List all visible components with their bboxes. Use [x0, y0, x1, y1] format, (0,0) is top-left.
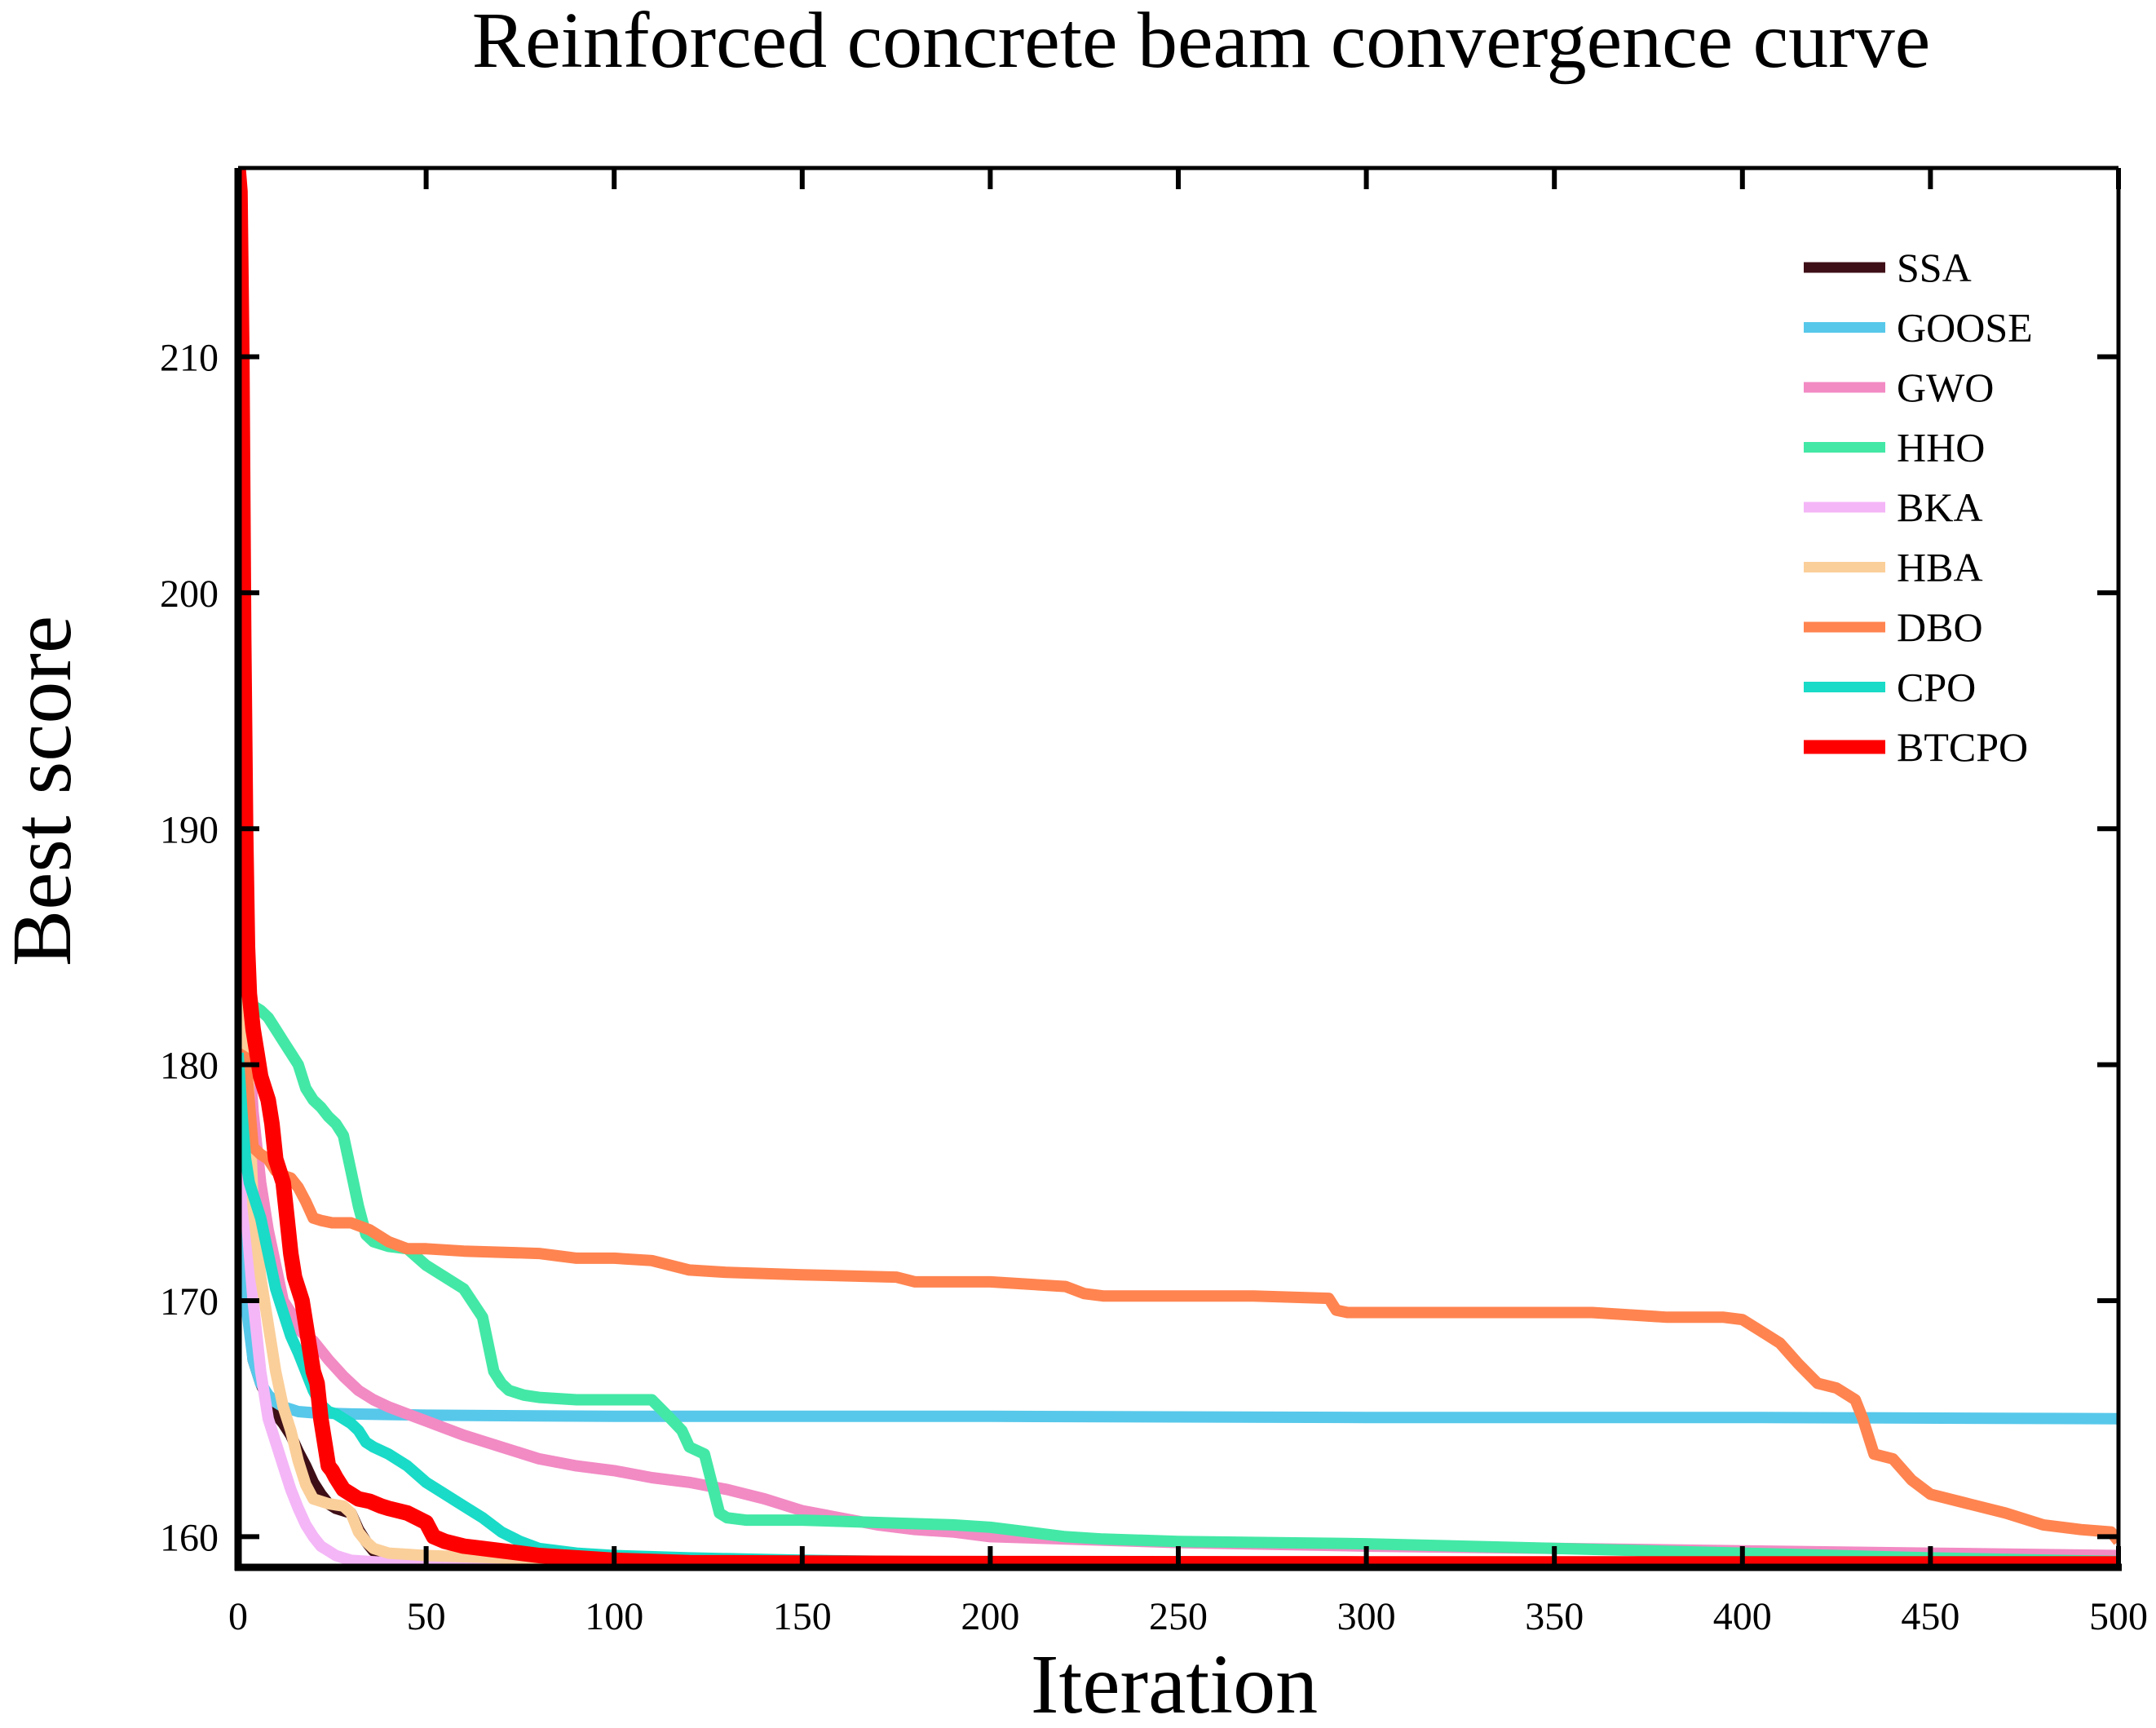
legend-label-btcpo: BTCPO	[1897, 724, 2028, 770]
series-line-goose	[238, 1111, 2118, 1425]
axes: 0 50 100 150 200 250 300 350 400 450 500 160 170 180 1…	[160, 166, 2148, 1638]
x-tick-label: 0	[228, 1595, 248, 1638]
series-line-btcpo	[238, 167, 2118, 1567]
legend: SSA GOOSE GWO HHO BKA HBA DBO CPO BTCPO	[1804, 245, 2033, 770]
chart-title: Reinforced concrete beam convergence cur…	[472, 0, 1930, 85]
x-tick-label: 450	[1901, 1595, 1959, 1638]
legend-label-cpo: CPO	[1897, 665, 1976, 710]
legend-label-goose: GOOSE	[1897, 305, 2033, 351]
y-axis-label: Best score	[0, 616, 89, 966]
y-tick-label: 200	[160, 572, 219, 616]
y-tick-label: 180	[160, 1045, 219, 1088]
y-tick-label: 190	[160, 808, 219, 851]
series-line-ssa	[238, 1135, 2118, 1567]
x-axis-label: Iteration	[1031, 1637, 1318, 1728]
legend-label-hho: HHO	[1897, 425, 1985, 471]
series-line-hho	[238, 616, 2118, 1567]
x-tick-label: 250	[1149, 1595, 1208, 1638]
x-tick-label: 300	[1337, 1595, 1396, 1638]
x-tick-label: 500	[2089, 1595, 2148, 1638]
y-tick-label: 210	[160, 337, 219, 380]
x-tick-label: 50	[407, 1595, 446, 1638]
series-line-bka	[238, 875, 2118, 1567]
legend-label-gwo: GWO	[1897, 365, 1994, 410]
legend-label-ssa: SSA	[1897, 245, 1972, 290]
series-line-hba	[238, 980, 2118, 1567]
x-tick-label: 100	[585, 1595, 643, 1638]
series-line-cpo	[238, 1052, 2118, 1567]
legend-label-dbo: DBO	[1897, 604, 1983, 650]
x-tick-label: 350	[1525, 1595, 1584, 1638]
legend-label-bka: BKA	[1897, 484, 1983, 530]
x-tick-label: 400	[1713, 1595, 1772, 1638]
y-tick-label: 170	[160, 1280, 219, 1324]
y-tick-label: 160	[160, 1516, 219, 1559]
series-line-dbo	[238, 1048, 2118, 1545]
legend-label-hba: HBA	[1897, 545, 1983, 590]
plot-area	[238, 167, 2118, 1567]
x-tick-label: 200	[961, 1595, 1019, 1638]
x-tick-label: 150	[773, 1595, 832, 1638]
